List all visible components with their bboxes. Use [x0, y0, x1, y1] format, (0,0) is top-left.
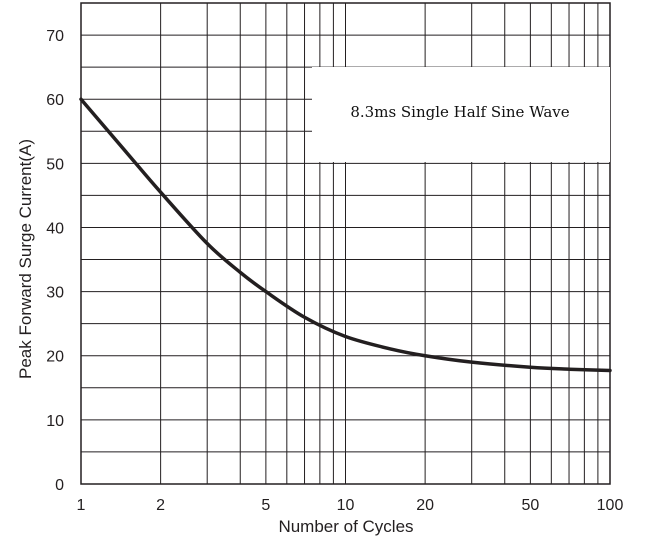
- y-tick-label: 0: [55, 477, 64, 494]
- y-tick-label: 60: [46, 92, 64, 109]
- y-tick-label: 30: [46, 285, 64, 302]
- x-axis-label: Number of Cycles: [278, 517, 413, 536]
- y-axis-label: Peak Forward Surge Current(A): [16, 139, 35, 379]
- x-tick-label: 10: [337, 497, 355, 514]
- x-tick-label: 50: [521, 497, 539, 514]
- y-tick-label: 10: [46, 413, 64, 430]
- series: [79, 97, 612, 373]
- x-tick-label: 20: [416, 497, 434, 514]
- plot-frame: [80, 2, 611, 485]
- annotation-background: [312, 67, 610, 162]
- x-tick-label: 100: [597, 497, 624, 514]
- y-tick-labels: 0 10 20 30 40 50 60 70: [46, 28, 64, 494]
- x-tick-label: 5: [261, 497, 270, 514]
- surge-current-curve: [79, 97, 612, 373]
- y-tick-label: 70: [46, 28, 64, 45]
- annotation-box: 8.3ms Single Half Sine Wave: [312, 67, 610, 162]
- y-tick-label: 40: [46, 220, 64, 237]
- y-tick-label: 50: [46, 156, 64, 173]
- plot-border: [80, 2, 611, 485]
- y-tick-label: 20: [46, 349, 64, 366]
- annotation-text: 8.3ms Single Half Sine Wave: [350, 103, 569, 121]
- x-tick-label: 1: [77, 497, 86, 514]
- x-tick-labels: 1 2 5 10 20 50 100: [77, 497, 624, 514]
- x-tick-label: 2: [156, 497, 165, 514]
